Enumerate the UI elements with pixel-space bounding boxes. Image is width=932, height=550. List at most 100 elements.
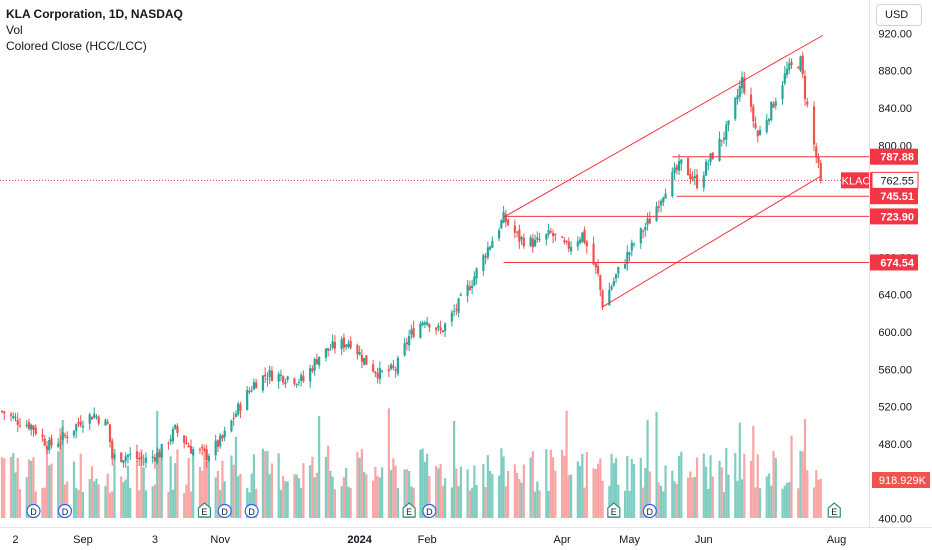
volume-bar bbox=[756, 454, 759, 518]
candle bbox=[279, 374, 283, 376]
volume-bar bbox=[111, 491, 114, 518]
volume-bar bbox=[648, 471, 651, 518]
price-level-tag bbox=[870, 208, 918, 225]
volume-bar bbox=[234, 436, 238, 518]
volume-bar bbox=[261, 448, 265, 518]
candle bbox=[356, 345, 359, 355]
volume-bar bbox=[565, 410, 568, 518]
volume-bar bbox=[817, 479, 820, 518]
volume-bar bbox=[365, 474, 368, 518]
volume-bar bbox=[720, 467, 723, 518]
candle bbox=[403, 343, 406, 356]
volume-bar bbox=[327, 445, 330, 518]
volume-bar bbox=[372, 480, 375, 518]
volume-bar bbox=[63, 484, 67, 518]
candle bbox=[482, 255, 485, 272]
volume-bar bbox=[522, 464, 525, 518]
candle bbox=[268, 369, 271, 377]
candle bbox=[189, 445, 193, 454]
candle bbox=[408, 335, 411, 346]
candle bbox=[93, 413, 96, 418]
volume-bar bbox=[187, 457, 190, 518]
volume-bar bbox=[812, 487, 816, 518]
candle bbox=[187, 445, 190, 448]
candle bbox=[264, 374, 267, 377]
candle bbox=[174, 424, 177, 429]
volume-bar bbox=[122, 481, 125, 518]
volume-bar bbox=[266, 450, 269, 518]
volume-bar bbox=[567, 475, 570, 518]
candle bbox=[756, 130, 759, 137]
volume-bar bbox=[707, 488, 710, 518]
candle bbox=[628, 252, 631, 255]
candle bbox=[617, 267, 620, 274]
candle bbox=[329, 349, 332, 351]
volume-bar bbox=[153, 484, 157, 518]
volume-bar bbox=[219, 490, 222, 518]
candle bbox=[799, 56, 802, 71]
volume-bar bbox=[214, 477, 217, 518]
candle bbox=[340, 339, 343, 350]
x-tick-label: Feb bbox=[418, 534, 437, 546]
candle bbox=[140, 456, 143, 460]
volume-bar bbox=[473, 465, 476, 518]
candle bbox=[545, 234, 548, 240]
dividend-badge bbox=[422, 503, 437, 519]
candle bbox=[659, 200, 663, 206]
candle bbox=[333, 341, 337, 349]
candle bbox=[765, 120, 768, 132]
volume-bar bbox=[419, 449, 422, 518]
volume-bar bbox=[596, 463, 600, 518]
volume-bar bbox=[268, 474, 271, 518]
volume-bar bbox=[569, 474, 573, 518]
candle bbox=[749, 94, 753, 107]
candle bbox=[489, 246, 492, 250]
candle bbox=[709, 153, 712, 163]
candle bbox=[560, 236, 564, 238]
volume-bar bbox=[66, 481, 69, 518]
volume-bar bbox=[32, 457, 35, 518]
candle bbox=[680, 159, 683, 164]
volume-bar bbox=[192, 451, 195, 518]
volume-bar bbox=[504, 486, 507, 518]
candle bbox=[435, 327, 438, 331]
volume-bar bbox=[183, 492, 186, 518]
candle bbox=[12, 415, 15, 418]
volume-bar bbox=[581, 453, 584, 518]
volume-bar bbox=[815, 470, 818, 518]
volume-bar bbox=[500, 448, 503, 518]
candle bbox=[677, 160, 681, 171]
candle bbox=[785, 68, 789, 75]
candle bbox=[219, 435, 222, 447]
candle bbox=[754, 123, 757, 129]
volume-bar bbox=[641, 487, 645, 518]
candle bbox=[183, 435, 186, 443]
price-level-tag bbox=[870, 254, 918, 271]
candle bbox=[518, 229, 521, 242]
candle bbox=[185, 442, 188, 444]
candle bbox=[221, 435, 224, 439]
trend-line bbox=[602, 175, 822, 308]
candle bbox=[655, 206, 658, 222]
candle bbox=[363, 358, 366, 365]
volume-bar bbox=[167, 491, 170, 518]
volume-bar bbox=[632, 464, 636, 518]
volume-bar bbox=[57, 451, 60, 518]
currency-selector[interactable]: USD bbox=[876, 4, 922, 26]
candle bbox=[25, 424, 28, 427]
candle bbox=[237, 403, 240, 415]
candle bbox=[106, 422, 109, 424]
volume-bar bbox=[250, 473, 253, 518]
volume-bar bbox=[77, 490, 80, 518]
volume-bar bbox=[284, 481, 287, 518]
candle bbox=[507, 219, 510, 225]
candle bbox=[455, 308, 458, 311]
candle bbox=[392, 365, 395, 368]
candle bbox=[223, 430, 226, 438]
event-badge-label: E bbox=[611, 507, 617, 517]
volume-bar bbox=[356, 452, 359, 518]
candle bbox=[95, 416, 98, 418]
candle bbox=[77, 422, 80, 424]
candle bbox=[9, 413, 13, 416]
